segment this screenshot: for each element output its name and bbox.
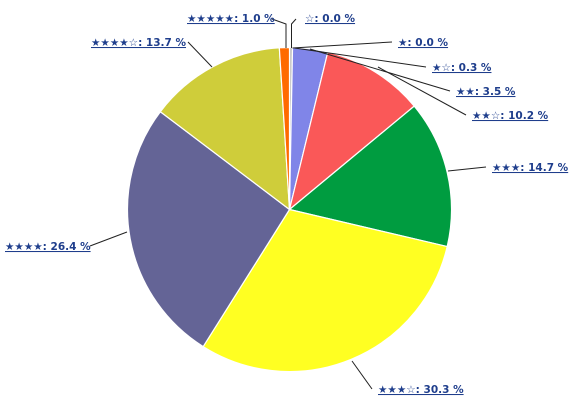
slice-label-1[interactable]: ★: 0.0 % bbox=[398, 37, 449, 49]
pie-slice-5[interactable] bbox=[288, 105, 453, 248]
pie-slice-9[interactable] bbox=[278, 46, 291, 210]
leader-line-5 bbox=[447, 166, 487, 172]
slice-label-6[interactable]: ★★★☆: 30.3 % bbox=[378, 384, 464, 396]
leader-line-0 bbox=[291, 18, 297, 48]
slice-label-3[interactable]: ★★: 3.5 % bbox=[456, 86, 516, 98]
slice-label-7[interactable]: ★★★★: 26.4 % bbox=[5, 241, 91, 253]
slice-label-0[interactable]: ☆: 0.0 % bbox=[305, 13, 356, 25]
slice-label-4[interactable]: ★★☆: 10.2 % bbox=[472, 110, 549, 122]
leader-line-1 bbox=[292, 41, 393, 49]
pie-slices bbox=[126, 46, 453, 373]
leader-line-8 bbox=[187, 41, 213, 68]
pie-slice-7[interactable] bbox=[126, 110, 291, 348]
slice-label-2[interactable]: ★☆: 0.3 % bbox=[432, 62, 492, 74]
slice-label-5[interactable]: ★★★: 14.7 % bbox=[492, 162, 569, 174]
slice-label-8[interactable]: ★★★★☆: 13.7 % bbox=[91, 37, 186, 49]
leader-line-3 bbox=[309, 48, 451, 92]
slice-label-9[interactable]: ★★★★★: 1.0 % bbox=[187, 13, 275, 25]
slice-labels: ☆: 0.0 % ★: 0.0 % ★☆: 0.3 % ★★: 3.5 % ★★☆: 1… bbox=[5, 13, 569, 396]
leader-lines bbox=[89, 18, 487, 390]
leader-line-7 bbox=[89, 231, 128, 247]
leader-line-9 bbox=[271, 18, 287, 48]
pie-slice-8[interactable] bbox=[159, 47, 291, 211]
leader-line-6 bbox=[351, 360, 373, 390]
leader-line-4 bbox=[377, 66, 467, 116]
